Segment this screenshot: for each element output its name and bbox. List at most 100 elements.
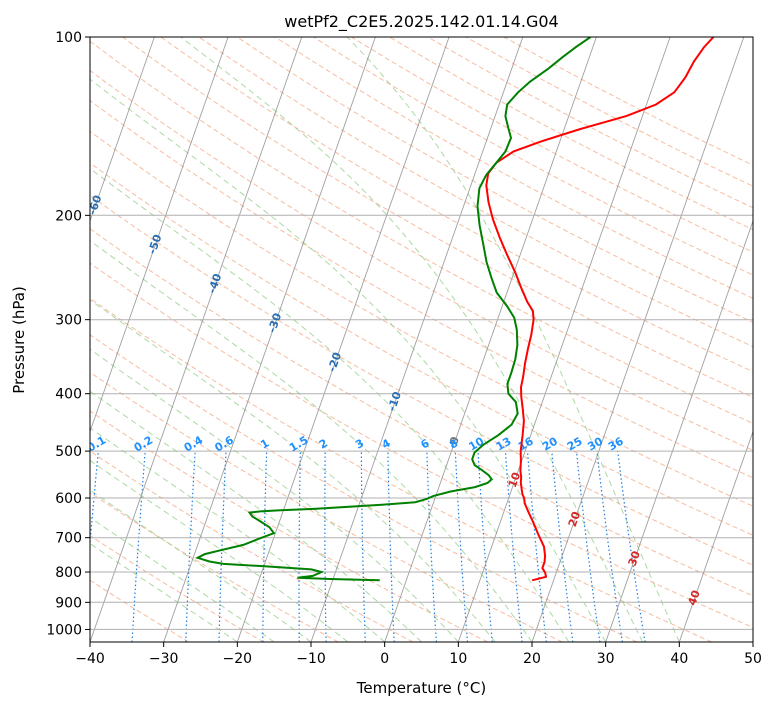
dry-adiabat <box>90 410 488 642</box>
isotherm <box>90 37 155 223</box>
moist-adiabat <box>90 348 459 642</box>
y-tick-label: 1000 <box>46 622 82 638</box>
dry-adiabats <box>90 37 753 642</box>
x-tick-label: −30 <box>149 651 179 667</box>
mixing-ratio-line <box>426 451 437 642</box>
isotherm-label: -10 <box>385 390 404 413</box>
dry-adiabat <box>90 194 753 566</box>
x-tick-label: 20 <box>523 651 541 667</box>
mixing-ratio-line <box>551 451 574 642</box>
isotherm <box>457 37 671 642</box>
x-tick-label: 0 <box>380 651 389 667</box>
y-tick-label: 600 <box>55 491 82 507</box>
mixing-ratio-line <box>596 451 623 642</box>
dry-adiabat <box>274 37 753 299</box>
y-tick-label: 700 <box>55 531 82 547</box>
isotherm <box>90 37 303 642</box>
mixing-ratio-line <box>526 451 547 642</box>
chart-title: wetPf2_C2E5.2025.142.01.14.G04 <box>284 12 558 32</box>
dry-adiabat <box>90 262 753 629</box>
moist-adiabat <box>90 240 533 642</box>
dry-adiabat <box>90 40 753 425</box>
y-tick-label: 300 <box>55 313 82 329</box>
moist-adiabat <box>90 489 312 642</box>
mixing-ratio-line <box>262 451 268 642</box>
isotherm-label: -50 <box>146 232 165 255</box>
mixing-ratio-line <box>477 451 493 642</box>
mixing-ratio-lines <box>90 451 646 642</box>
y-axis-label: Pressure (hPa) <box>10 286 28 394</box>
isotherm <box>384 37 597 642</box>
x-axis-label: Temperature (°C) <box>356 679 486 697</box>
dry-adiabat <box>90 450 414 642</box>
isotherm <box>310 37 524 642</box>
x-tick-label: −40 <box>75 651 105 667</box>
isotherm-label: -70 <box>26 154 45 177</box>
mixing-ratio-label: 3 <box>353 437 366 452</box>
moist-adiabat <box>90 167 570 642</box>
isotherm <box>605 219 753 642</box>
dry-adiabat <box>90 69 753 451</box>
mixing-ratio-label: 4 <box>380 436 393 451</box>
y-tick-label: 200 <box>55 208 82 224</box>
isotherm <box>678 430 753 642</box>
moist-adiabat <box>90 516 275 642</box>
dry-adiabat <box>122 37 753 398</box>
temperature-profile-line <box>485 37 715 582</box>
x-tick-label: 30 <box>597 651 615 667</box>
isotherm-label: 20 <box>566 510 583 529</box>
isotherm-label: 10 <box>506 470 523 489</box>
x-tick-label: −20 <box>223 651 253 667</box>
isotherm-label: -60 <box>86 193 105 216</box>
x-tick-label: 50 <box>744 651 762 667</box>
isotherm-label: 30 <box>626 549 643 568</box>
isotherms <box>90 37 753 642</box>
dry-adiabat <box>198 37 753 348</box>
mixing-ratio-line <box>324 451 327 642</box>
moist-adiabat <box>90 390 422 642</box>
y-tick-label: 800 <box>55 565 82 581</box>
dry-adiabat <box>427 37 753 209</box>
x-tick-label: 10 <box>449 651 467 667</box>
dry-adiabat <box>90 99 753 479</box>
isotherm <box>163 37 376 642</box>
dry-adiabat <box>90 130 753 507</box>
moist-adiabat <box>90 542 238 642</box>
dry-adiabat <box>90 371 563 642</box>
mixing-ratio-label: 1 <box>258 437 271 452</box>
dry-adiabat <box>90 534 264 642</box>
moist-adiabat <box>90 78 607 642</box>
mixing-ratio-line <box>454 451 469 642</box>
dry-adiabat <box>90 162 753 536</box>
isotherm-label: 0 <box>447 435 462 447</box>
moist-adiabat <box>90 299 496 642</box>
dry-adiabat <box>160 37 753 373</box>
x-axis-ticks: −40 −30 −20 −10 0 10 20 30 40 50 <box>75 642 762 667</box>
x-tick-label: −10 <box>296 651 326 667</box>
isotherm <box>236 37 450 642</box>
dry-adiabat <box>236 37 753 323</box>
mixing-ratio-line <box>617 451 646 642</box>
isotherm-label: -40 <box>206 272 225 295</box>
isotherm <box>531 37 745 642</box>
mixing-ratio-line <box>504 451 523 642</box>
dry-adiabat <box>465 37 753 187</box>
isotherm <box>90 37 229 433</box>
moist-adiabat <box>180 37 643 642</box>
dewpoint-profile-line <box>194 37 592 582</box>
dry-adiabat <box>90 334 638 642</box>
isotherm-label: -30 <box>265 311 284 334</box>
mixing-ratio-line <box>575 451 601 642</box>
y-tick-label: 400 <box>55 387 82 403</box>
dry-adiabat <box>90 228 753 597</box>
y-axis-ticks: 100 200 300 400 500 600 700 800 900 1000 <box>46 30 90 638</box>
isotherm-label: 40 <box>686 588 703 607</box>
moist-adiabat <box>90 427 386 642</box>
moist-adiabat <box>346 37 680 642</box>
mixing-ratio-line <box>360 451 366 642</box>
plot-frame <box>89 36 754 643</box>
plot-area: -100-90-80-70-60-50-40-30-20-10010203040… <box>26 37 753 642</box>
pressure-gridlines <box>90 37 753 630</box>
